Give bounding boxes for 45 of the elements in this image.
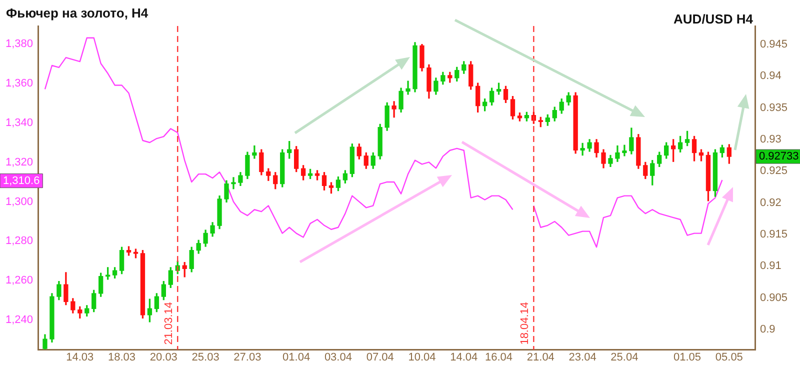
x-tick-label: 07.04 [366, 351, 394, 364]
candlestick [392, 101, 396, 118]
x-tick-label: 05.05 [715, 351, 743, 364]
x-tick-label: 01.04 [282, 351, 310, 364]
y-tick-label: 1,280 [5, 235, 33, 248]
y2-tick-label: 0.91 [760, 260, 782, 272]
x-tick-label: 14.04 [450, 351, 478, 364]
y-tick-label: 1,340 [5, 116, 33, 129]
candlestick [252, 145, 257, 159]
x-tick-label: 21.04 [526, 351, 554, 364]
y-tick-label: 1,300 [5, 196, 33, 208]
x-tick-label: 14.03 [66, 351, 94, 364]
candlestick [580, 142, 585, 156]
x-tick-label: 25.03 [192, 351, 220, 364]
y2-tick-label: 0.905 [760, 292, 788, 304]
y2-tick-label: 0.9 [760, 324, 776, 336]
candlestick [231, 177, 236, 190]
y-tick-label: 1,320 [5, 156, 33, 168]
x-tick-label: 20.03 [150, 351, 178, 364]
x-tick-label: 18.03 [108, 351, 136, 364]
y2-tick-label: 0.93 [760, 133, 782, 146]
x-tick-label: 27.03 [234, 351, 262, 364]
y2-tick-label: 0.94 [760, 70, 782, 82]
x-tick-label: 16.04 [485, 351, 513, 364]
y2-tick-label: 0.92 [760, 196, 782, 209]
y2-tick-label: 0.925 [760, 165, 788, 178]
x-tick-label: 01.05 [674, 351, 702, 364]
text: 0.92733 [759, 150, 799, 163]
x-tick-label: 25.04 [610, 351, 638, 364]
candlestick [406, 80, 410, 95]
chart-title: Фьючер на золото, H4 [6, 6, 149, 21]
chart-subtitle: AUD/USD H4 [674, 12, 754, 27]
y-tick-label: 1,240 [5, 314, 33, 326]
y-tick-label: 1,380 [5, 38, 33, 50]
annotation: 18.04.14 [519, 302, 532, 345]
y2-tick-label: 0.945 [760, 38, 788, 50]
x-tick-label: 10.04 [408, 351, 436, 364]
y-tick-label: 1,260 [5, 274, 33, 287]
y2-tick-label: 0.935 [760, 102, 788, 114]
annotation: 21.03.14 [163, 302, 176, 345]
y-tick-label: 1,360 [5, 77, 33, 90]
x-tick-label: 03.04 [324, 351, 352, 364]
x-tick-label: 23.04 [568, 351, 596, 364]
annotation: 1,310.6 [3, 174, 40, 187]
y2-tick-label: 0.915 [760, 228, 788, 241]
